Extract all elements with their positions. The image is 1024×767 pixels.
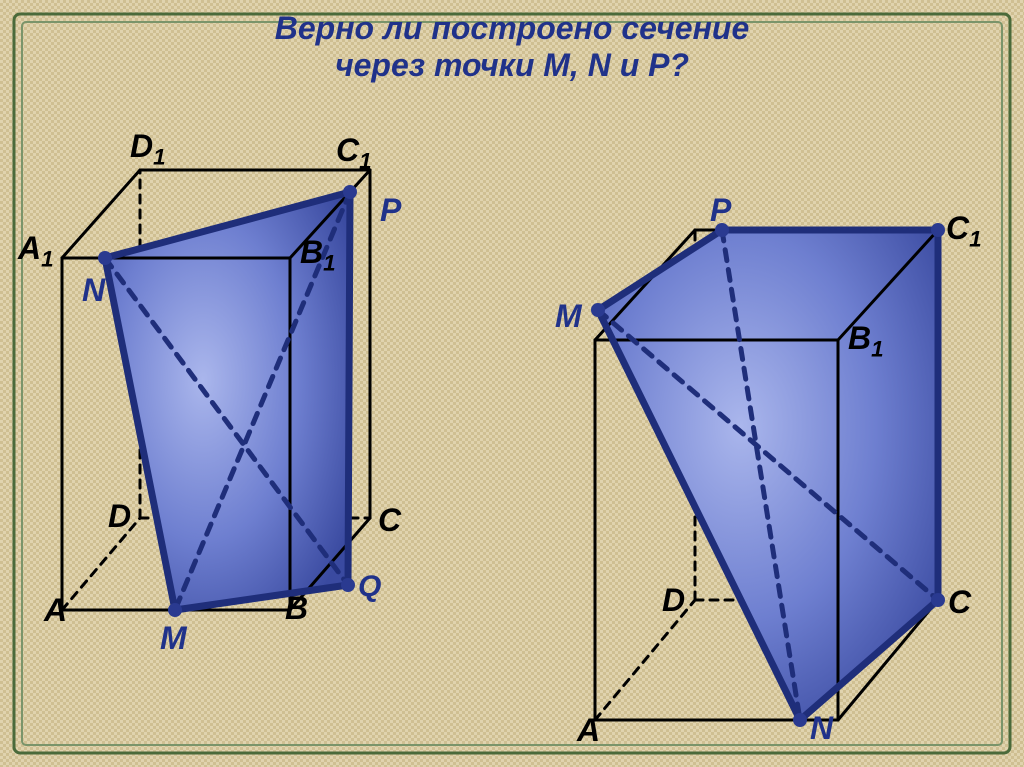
slide-title: Верно ли построено сечение через точки M…: [0, 10, 1024, 84]
title-line2a: через точки: [335, 47, 543, 83]
title-line2c: ?: [669, 47, 689, 83]
label-Q: Q: [358, 570, 381, 604]
label-P: P: [380, 192, 401, 229]
label-D: D: [108, 498, 131, 535]
title-line2b: M, N и P: [543, 47, 669, 83]
label-A: A: [44, 592, 67, 629]
label-C: C: [378, 502, 401, 539]
label-N: N: [82, 272, 105, 309]
label-M: M: [555, 298, 582, 335]
label-C: C: [948, 584, 971, 621]
label-C1: C1: [946, 210, 982, 252]
title-line1: Верно ли построено сечение: [275, 10, 749, 46]
slide-canvas: Верно ли построено сечение через точки M…: [0, 0, 1024, 767]
label-A: A: [577, 712, 600, 749]
label-B1: B1: [848, 320, 884, 362]
label-A1: A1: [18, 230, 54, 272]
label-N: N: [810, 710, 833, 747]
label-D: D: [662, 582, 685, 619]
label-D1: D1: [130, 128, 166, 170]
label-B1: B1: [300, 234, 336, 276]
diagram-svg: [0, 0, 1024, 767]
label-P: P: [710, 192, 731, 229]
label-B: B: [285, 590, 308, 627]
label-C1: C1: [336, 132, 372, 174]
label-M: M: [160, 620, 187, 657]
